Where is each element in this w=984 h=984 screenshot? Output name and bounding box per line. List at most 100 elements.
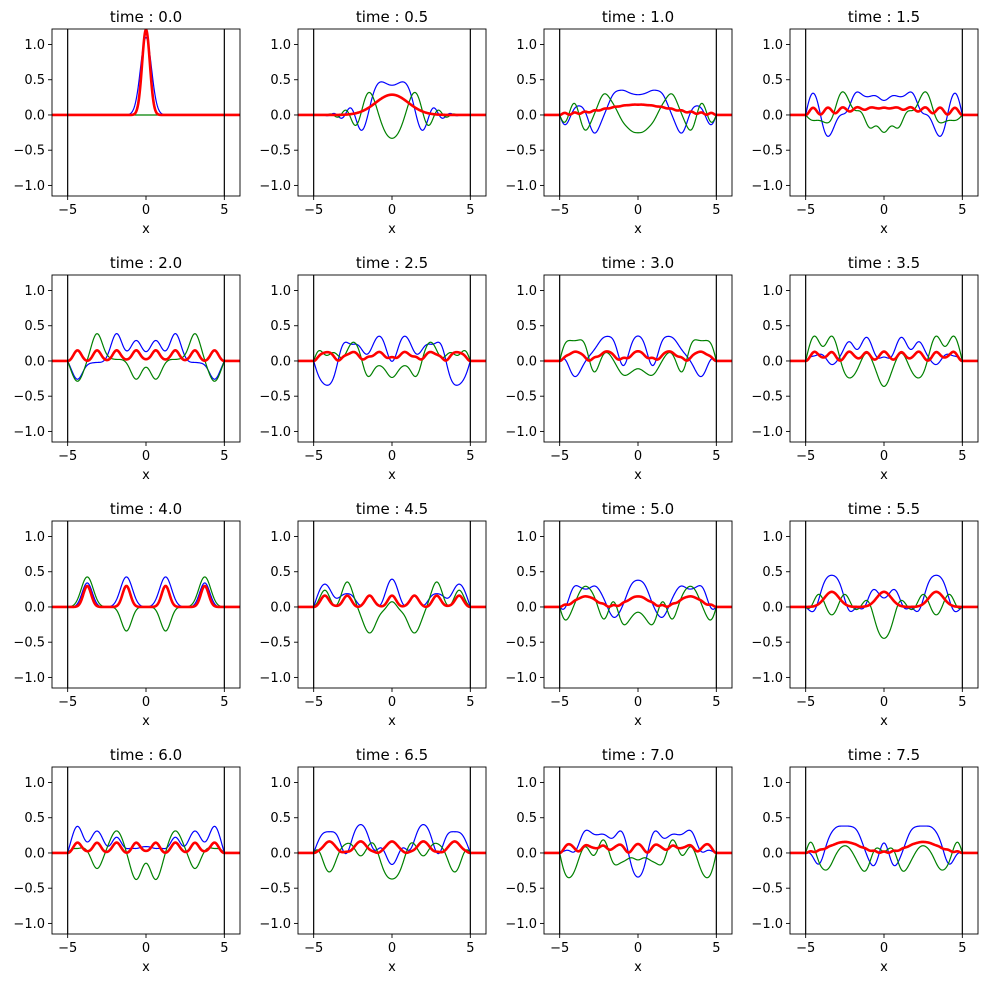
y-tick-label: 0.0 [24,846,45,861]
x-axis-label: x [142,468,150,483]
y-tick-label: 0.5 [762,811,783,826]
y-tick-label: 1.0 [270,38,291,53]
y-tick-label: −0.5 [13,390,45,405]
imag-part-line [298,581,486,634]
imag-part-line [52,830,240,881]
x-tick-label: −5 [304,203,323,218]
y-tick-label: −0.5 [505,144,537,159]
axes-frame [297,28,487,197]
x-tick-label: 0 [880,449,888,464]
panel-title: time : 4.5 [356,500,428,518]
panel-5: time : 2.5 −5 0 5 1.0 0.5 0.0 −0.5 −1.0 x [259,254,487,483]
y-tick-label: −1.0 [751,671,783,686]
y-tick-label: −0.5 [259,390,291,405]
imag-part-line [790,841,978,872]
probability-line [298,840,486,855]
y-tick-label: −0.5 [259,636,291,651]
y-tick-label: 0.0 [762,846,783,861]
x-axis-label: x [880,468,888,483]
y-tick-label: −0.5 [259,144,291,159]
y-tick-label: 0.5 [270,811,291,826]
y-tick-label: −1.0 [259,179,291,194]
real-part-line [544,579,732,618]
axes-frame [543,274,733,443]
probability-line [298,594,486,609]
x-tick-label: 0 [634,449,642,464]
y-tick-label: 0.0 [516,108,537,123]
x-tick-label: 5 [466,695,474,710]
x-tick-label: 0 [388,449,396,464]
y-tick-label: 0.5 [516,319,537,334]
panel-title: time : 6.5 [356,746,428,764]
y-tick-label: −0.5 [505,636,537,651]
y-tick-label: 0.5 [762,319,783,334]
y-tick-label: 1.0 [270,530,291,545]
axes-frame [543,520,733,689]
panel-11: time : 5.5 −5 0 5 1.0 0.5 0.0 −0.5 −1.0 x [751,500,979,729]
y-tick-label: 1.0 [24,284,45,299]
x-tick-label: 0 [880,941,888,956]
x-axis-label: x [634,960,642,975]
y-tick-label: 1.0 [762,38,783,53]
panel-title: time : 7.0 [602,746,674,764]
y-tick-label: −1.0 [259,425,291,440]
y-tick-label: −0.5 [751,882,783,897]
panel-0: time : 0.0 −5 0 5 1.0 0.5 0.0 −0.5 −1.0 x [13,8,241,237]
y-tick-label: 0.0 [270,354,291,369]
series-group [790,91,978,137]
x-tick-label: 0 [142,941,150,956]
y-tick-label: −1.0 [13,671,45,686]
panel-9: time : 4.5 −5 0 5 1.0 0.5 0.0 −0.5 −1.0 x [259,500,487,729]
y-tick-label: 1.0 [762,776,783,791]
imag-part-line [298,842,486,880]
panel-3: time : 1.5 −5 0 5 1.0 0.5 0.0 −0.5 −1.0 x [751,8,979,237]
probability-line [52,841,240,855]
imag-part-line [790,91,978,133]
imag-part-line [298,91,486,139]
real-part-line [544,335,732,378]
panel-title: time : 1.5 [848,8,920,26]
x-tick-label: −5 [550,941,569,956]
x-axis-label: x [880,714,888,729]
real-part-line [544,89,732,134]
y-tick-label: 0.5 [270,73,291,88]
y-tick-label: 0.5 [516,565,537,580]
y-tick-label: −1.0 [13,179,45,194]
imag-part-line [544,585,732,626]
series-group [544,579,732,626]
x-tick-label: −5 [550,695,569,710]
x-axis-label: x [880,960,888,975]
y-tick-label: 0.0 [24,600,45,615]
y-tick-label: 0.5 [516,811,537,826]
x-tick-label: −5 [304,941,323,956]
imag-part-line [790,593,978,639]
y-tick-label: −0.5 [13,882,45,897]
series-group [790,574,978,639]
x-tick-label: 5 [712,203,720,218]
series-group [544,335,732,378]
panel-14: time : 7.0 −5 0 5 1.0 0.5 0.0 −0.5 −1.0 x [505,746,733,975]
y-tick-label: 0.0 [24,354,45,369]
series-group [52,333,240,382]
imag-part-line [298,341,486,379]
x-tick-label: 0 [880,695,888,710]
x-tick-label: 0 [880,203,888,218]
panel-13: time : 6.5 −5 0 5 1.0 0.5 0.0 −0.5 −1.0 x [259,746,487,975]
x-tick-label: 5 [958,941,966,956]
panel-title: time : 2.0 [110,254,182,272]
y-tick-label: −1.0 [751,425,783,440]
x-tick-label: −5 [550,203,569,218]
x-tick-label: 0 [142,695,150,710]
imag-part-line [544,339,732,376]
real-part-line [298,824,486,866]
imag-part-line [52,333,240,382]
series-group [298,824,486,880]
y-tick-label: −1.0 [13,425,45,440]
x-tick-label: 5 [220,695,228,710]
x-tick-label: −5 [304,449,323,464]
axes-frame [297,766,487,935]
x-tick-label: −5 [58,449,77,464]
y-tick-label: −0.5 [13,144,45,159]
panel-title: time : 0.0 [110,8,182,26]
real-part-line [790,574,978,613]
